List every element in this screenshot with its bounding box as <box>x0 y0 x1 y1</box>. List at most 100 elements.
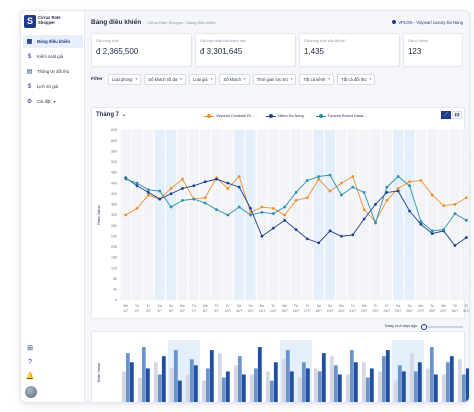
y-tick-label: 80 <box>113 277 117 281</box>
y-axis-label: Rate Value <box>96 204 101 224</box>
rate-chart-card: Tháng 7 ⌄ Vinpearl Condotel Ri... Hilton … <box>91 107 469 319</box>
sidebar-item-dashboard[interactable]: ▦ Bảng điều khiển <box>23 35 83 48</box>
x-tick-label: Th <box>215 304 219 308</box>
filter-length-of-stay[interactable]: Thời gian lưu trú ▾ <box>252 73 297 85</box>
sidebar-item-settings[interactable]: ⚙ Cài đặt ▾ <box>23 95 83 108</box>
data-point <box>181 187 184 190</box>
bar <box>145 368 150 402</box>
bar <box>329 356 334 402</box>
bar <box>217 353 222 402</box>
bar <box>441 374 446 402</box>
filter-bar: Filter Loại phòng ▾ Số khách tối đa ▾ Loại… <box>85 67 469 85</box>
line-chart-icon[interactable]: ⟋ <box>441 111 451 119</box>
y-tick-label: 0 <box>115 298 117 302</box>
location-icon <box>392 20 397 25</box>
filter-competitors[interactable]: Tất cả đối thủ ▾ <box>337 73 376 85</box>
data-point <box>135 184 139 188</box>
main-content: Bảng điều khiển Cirrus Rate Shopper / Bả… <box>85 11 469 402</box>
bar-chart-icon[interactable]: ▮▮ <box>452 111 462 119</box>
data-point <box>135 181 139 185</box>
slider-handle[interactable] <box>421 324 427 330</box>
bar <box>237 356 242 402</box>
data-point <box>396 189 400 193</box>
data-point <box>226 213 230 217</box>
x-tick-label: 29/7 <box>440 309 447 313</box>
legend-item[interactable]: Hilton Da Nang <box>265 114 304 118</box>
data-point <box>135 206 139 210</box>
x-tick-label: 18/7 <box>315 309 322 313</box>
x-tick-label: Su <box>249 304 253 308</box>
breadcrumb[interactable]: Cirrus Rate Shopper / Bảng điều khiển <box>147 19 216 25</box>
sidebar-item-competitors[interactable]: ▤ Thông tin đối thủ <box>23 65 83 78</box>
data-point <box>169 205 173 209</box>
data-point <box>442 228 446 232</box>
data-point <box>430 229 434 233</box>
bar <box>241 374 246 402</box>
y-tick-label: 240 <box>111 234 117 238</box>
data-point <box>146 193 150 197</box>
x-tick-label: 31/7 <box>463 309 470 313</box>
x-tick-label: Sa <box>237 304 241 308</box>
filter-guests[interactable]: Số khách ▾ <box>219 73 250 85</box>
x-tick-label: 4/7 <box>157 309 162 313</box>
dollar-icon: $ <box>27 53 32 60</box>
bar <box>201 380 206 402</box>
bar <box>413 371 418 402</box>
bar <box>345 374 350 402</box>
sidebar-item-label: Bảng điều khiển <box>37 39 71 44</box>
bar <box>157 374 162 402</box>
x-tick-label: 20/7 <box>338 309 345 313</box>
data-point <box>124 177 128 181</box>
x-tick-label: 25/7 <box>395 309 402 313</box>
apps-grid-icon[interactable]: ⊞ <box>27 345 33 352</box>
chevron-down-icon: ▾ <box>328 77 331 81</box>
data-point <box>237 205 241 209</box>
sidebar-item-price-history[interactable]: $ Lịch sử giá <box>23 80 83 93</box>
filter-max-guests[interactable]: Số khách tối đa ▾ <box>144 73 186 85</box>
help-icon[interactable]: ? <box>28 359 32 366</box>
app-name: Cirrus Rate Shopper <box>38 15 61 25</box>
stat-card: Giá vị chênh 123 <box>402 33 463 67</box>
data-point <box>317 175 321 178</box>
data-point <box>249 210 252 214</box>
notification-icon[interactable]: 🔔 <box>25 373 35 380</box>
legend-item[interactable]: Vinpearl Condotel Ri... <box>204 114 254 118</box>
x-tick-label: 11/7 <box>236 309 242 313</box>
data-point <box>385 185 389 189</box>
sidebar-item-label: Lịch sử giá <box>37 84 59 89</box>
data-point <box>283 205 287 209</box>
bar <box>425 368 430 402</box>
bar <box>281 359 286 402</box>
sidebar-item-price-control[interactable]: $ Kiểm soát giá <box>23 50 83 63</box>
hotel-selector[interactable]: VPLON - Vinpearl Luxury Da Nang <box>392 20 463 25</box>
data-point <box>317 241 321 245</box>
bar <box>429 347 434 402</box>
bar <box>461 374 466 402</box>
y-tick-label: 320 <box>111 213 117 217</box>
filter-room-type[interactable]: Loại phòng ▾ <box>107 73 142 85</box>
x-tick-label: 26/7 <box>406 309 413 313</box>
data-point <box>271 226 275 230</box>
x-tick-label: 16/7 <box>293 309 300 313</box>
data-point <box>464 236 468 239</box>
data-point <box>294 191 298 194</box>
filter-channels[interactable]: Tất cả kênh ▾ <box>299 73 335 85</box>
data-point <box>328 229 332 233</box>
chevron-down-icon: ▾ <box>210 77 213 81</box>
x-tick-label: 28/7 <box>429 309 436 313</box>
range-slider[interactable] <box>421 324 463 330</box>
data-point <box>317 177 321 181</box>
x-tick-label: 8/7 <box>203 309 208 313</box>
data-point <box>328 189 332 193</box>
data-point <box>453 244 457 247</box>
data-point <box>362 191 366 194</box>
month-selector[interactable]: Tháng 7 ⌄ <box>96 112 127 118</box>
x-tick-label: Fr <box>147 304 151 308</box>
x-tick-label: Mo <box>339 304 344 308</box>
filter-rate-type[interactable]: Loại giá ▾ <box>188 73 217 85</box>
y-tick-label: 520 <box>111 160 117 164</box>
data-point <box>442 204 446 208</box>
avatar[interactable] <box>25 386 37 398</box>
legend-item[interactable]: Furama Resort Dana... <box>315 114 366 118</box>
x-tick-label: 15/7 <box>281 309 288 313</box>
